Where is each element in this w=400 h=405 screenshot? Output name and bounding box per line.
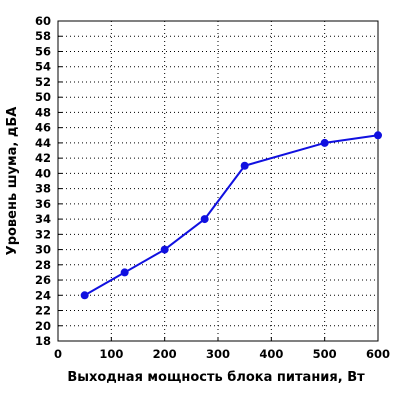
y-tick-label: 40 <box>35 166 51 180</box>
x-axis-ticks: 0 100 200 300 400 500 600 <box>54 337 390 361</box>
x-tick-label: 400 <box>259 347 283 361</box>
x-axis-title: Выходная мощность блока питания, Вт <box>67 370 365 385</box>
y-tick-label: 54 <box>35 60 51 74</box>
y-tick-label: 52 <box>35 75 51 89</box>
x-tick-label: 300 <box>206 347 230 361</box>
y-tick-label: 34 <box>35 212 51 226</box>
series-layer <box>80 131 382 300</box>
y-tick-label: 46 <box>35 121 51 135</box>
y-tick-label: 48 <box>35 105 51 119</box>
y-tick-label: 30 <box>35 243 51 257</box>
data-point <box>200 215 209 224</box>
x-tick-label: 200 <box>153 347 177 361</box>
y-tick-label: 28 <box>35 258 51 272</box>
y-tick-label: 36 <box>35 197 51 211</box>
y-tick-label: 32 <box>35 227 51 241</box>
y-tick-label: 50 <box>35 90 51 104</box>
x-tick-label: 600 <box>366 347 390 361</box>
y-tick-label: 44 <box>35 136 51 150</box>
y-axis-title: Уровень шума, дБА <box>5 107 20 256</box>
x-tick-label: 500 <box>313 347 337 361</box>
data-point <box>320 138 329 147</box>
data-point <box>80 291 89 300</box>
y-tick-label: 24 <box>35 288 51 302</box>
y-tick-label: 18 <box>35 334 51 348</box>
data-point <box>160 245 169 254</box>
y-tick-label: 58 <box>35 29 51 43</box>
grid-lines <box>58 21 378 341</box>
y-tick-label: 56 <box>35 44 51 58</box>
y-tick-label: 26 <box>35 273 51 287</box>
y-tick-label: 42 <box>35 151 51 165</box>
y-tick-label: 20 <box>35 319 51 333</box>
data-point <box>120 268 129 277</box>
data-point <box>374 131 382 140</box>
y-tick-label: 60 <box>35 14 51 28</box>
series-line <box>84 134 379 297</box>
y-tick-label: 38 <box>35 182 51 196</box>
y-tick-label: 22 <box>35 304 51 318</box>
data-point <box>240 161 249 170</box>
x-tick-label: 100 <box>99 347 123 361</box>
x-tick-label: 0 <box>54 347 62 361</box>
